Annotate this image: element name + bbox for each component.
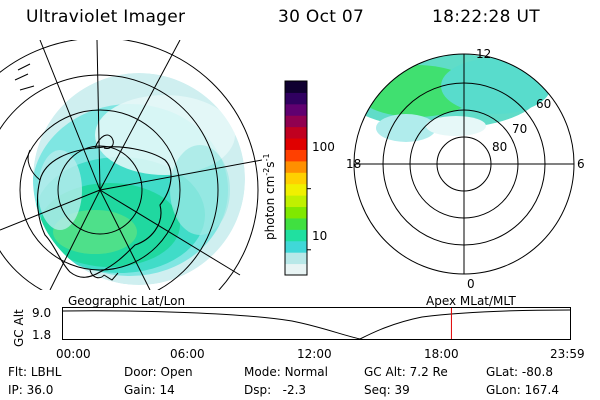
orbit-altitude-curve [62,309,571,340]
geo-plot-label: Geographic Lat/Lon [68,294,186,308]
colorbar-cell [285,115,307,128]
orbit-ytick-9: 9.0 [32,306,52,320]
mlat-label-60: 60 [536,97,552,111]
status-gc-alt: GC Alt: 7.2 Re [364,365,448,379]
geo-grid [0,40,262,290]
colorbar-unit-label: photon cm-2s-1 [262,153,277,240]
colorbar-cell [285,240,307,253]
status-gain: Gain: 14 [124,383,175,397]
status-dsp: Dsp: -2.3 [244,383,307,397]
polar-plot-label: Apex MLat/MLT [426,294,516,308]
colorbar-cell [285,217,307,230]
colorbar-cell [285,138,307,150]
geo-coastline [36,146,172,278]
orbit-xtick-1: 06:00 [170,347,205,361]
colorbar-cell [285,160,307,173]
time-label: 18:22:28 UT [432,7,540,27]
geo-aurora-field [33,73,245,285]
status-glat: GLat: -80.8 [486,365,553,379]
colorbar-cell [285,252,307,265]
mlt-label-18: 18 [346,157,362,171]
orbit-xtick-2: 12:00 [297,347,332,361]
orbit-xtick-3: 18:00 [424,347,459,361]
orbit-xtick-4: 23:59 [550,347,585,361]
mlat-label-80: 80 [492,140,508,154]
colorbar-cell [285,126,307,139]
status-glon: GLon: 167.4 [486,383,559,397]
orbit-ylabel: GC Alt [12,309,26,347]
orbit-xtick-0: 00:00 [56,347,91,361]
colorbar-cell [285,149,307,162]
mlt-label-0: 0 [467,277,475,291]
colorbar-cell [285,183,307,196]
polar-grid [353,53,575,275]
colorbar-cells [285,81,307,276]
status-mode: Mode: Normal [244,365,328,379]
orbit-ytick-1.8: 1.8 [32,328,52,342]
mlt-label-12: 12 [476,47,492,61]
colorbar-cell [285,263,307,276]
colorbar-cell [285,172,307,185]
colorbar-cell [285,92,307,105]
colorbar-cell [285,195,307,208]
instrument-title: Ultraviolet Imager [26,7,186,27]
colorbar-cell [285,229,307,242]
colorbar-cell [285,81,307,93]
colorbar-cell [285,206,307,219]
mlat-label-70: 70 [512,122,528,136]
status-seq: Seq: 39 [364,383,410,397]
colorbar-tick-10: 10 [312,229,328,243]
polar-mlat-mlt-plot [353,53,575,275]
mlt-label-6: 6 [577,157,585,171]
status-flt: Flt: LBHL [8,365,62,379]
status-ip: IP: 36.0 [8,383,54,397]
geographic-map [0,40,262,290]
colorbar-cell [285,103,307,116]
status-door: Door: Open [124,365,193,379]
orbit-altitude-plot [62,307,571,340]
date-label: 30 Oct 07 [278,7,365,27]
colorbar-tick-100: 100 [312,140,335,154]
colorbar [284,80,311,276]
